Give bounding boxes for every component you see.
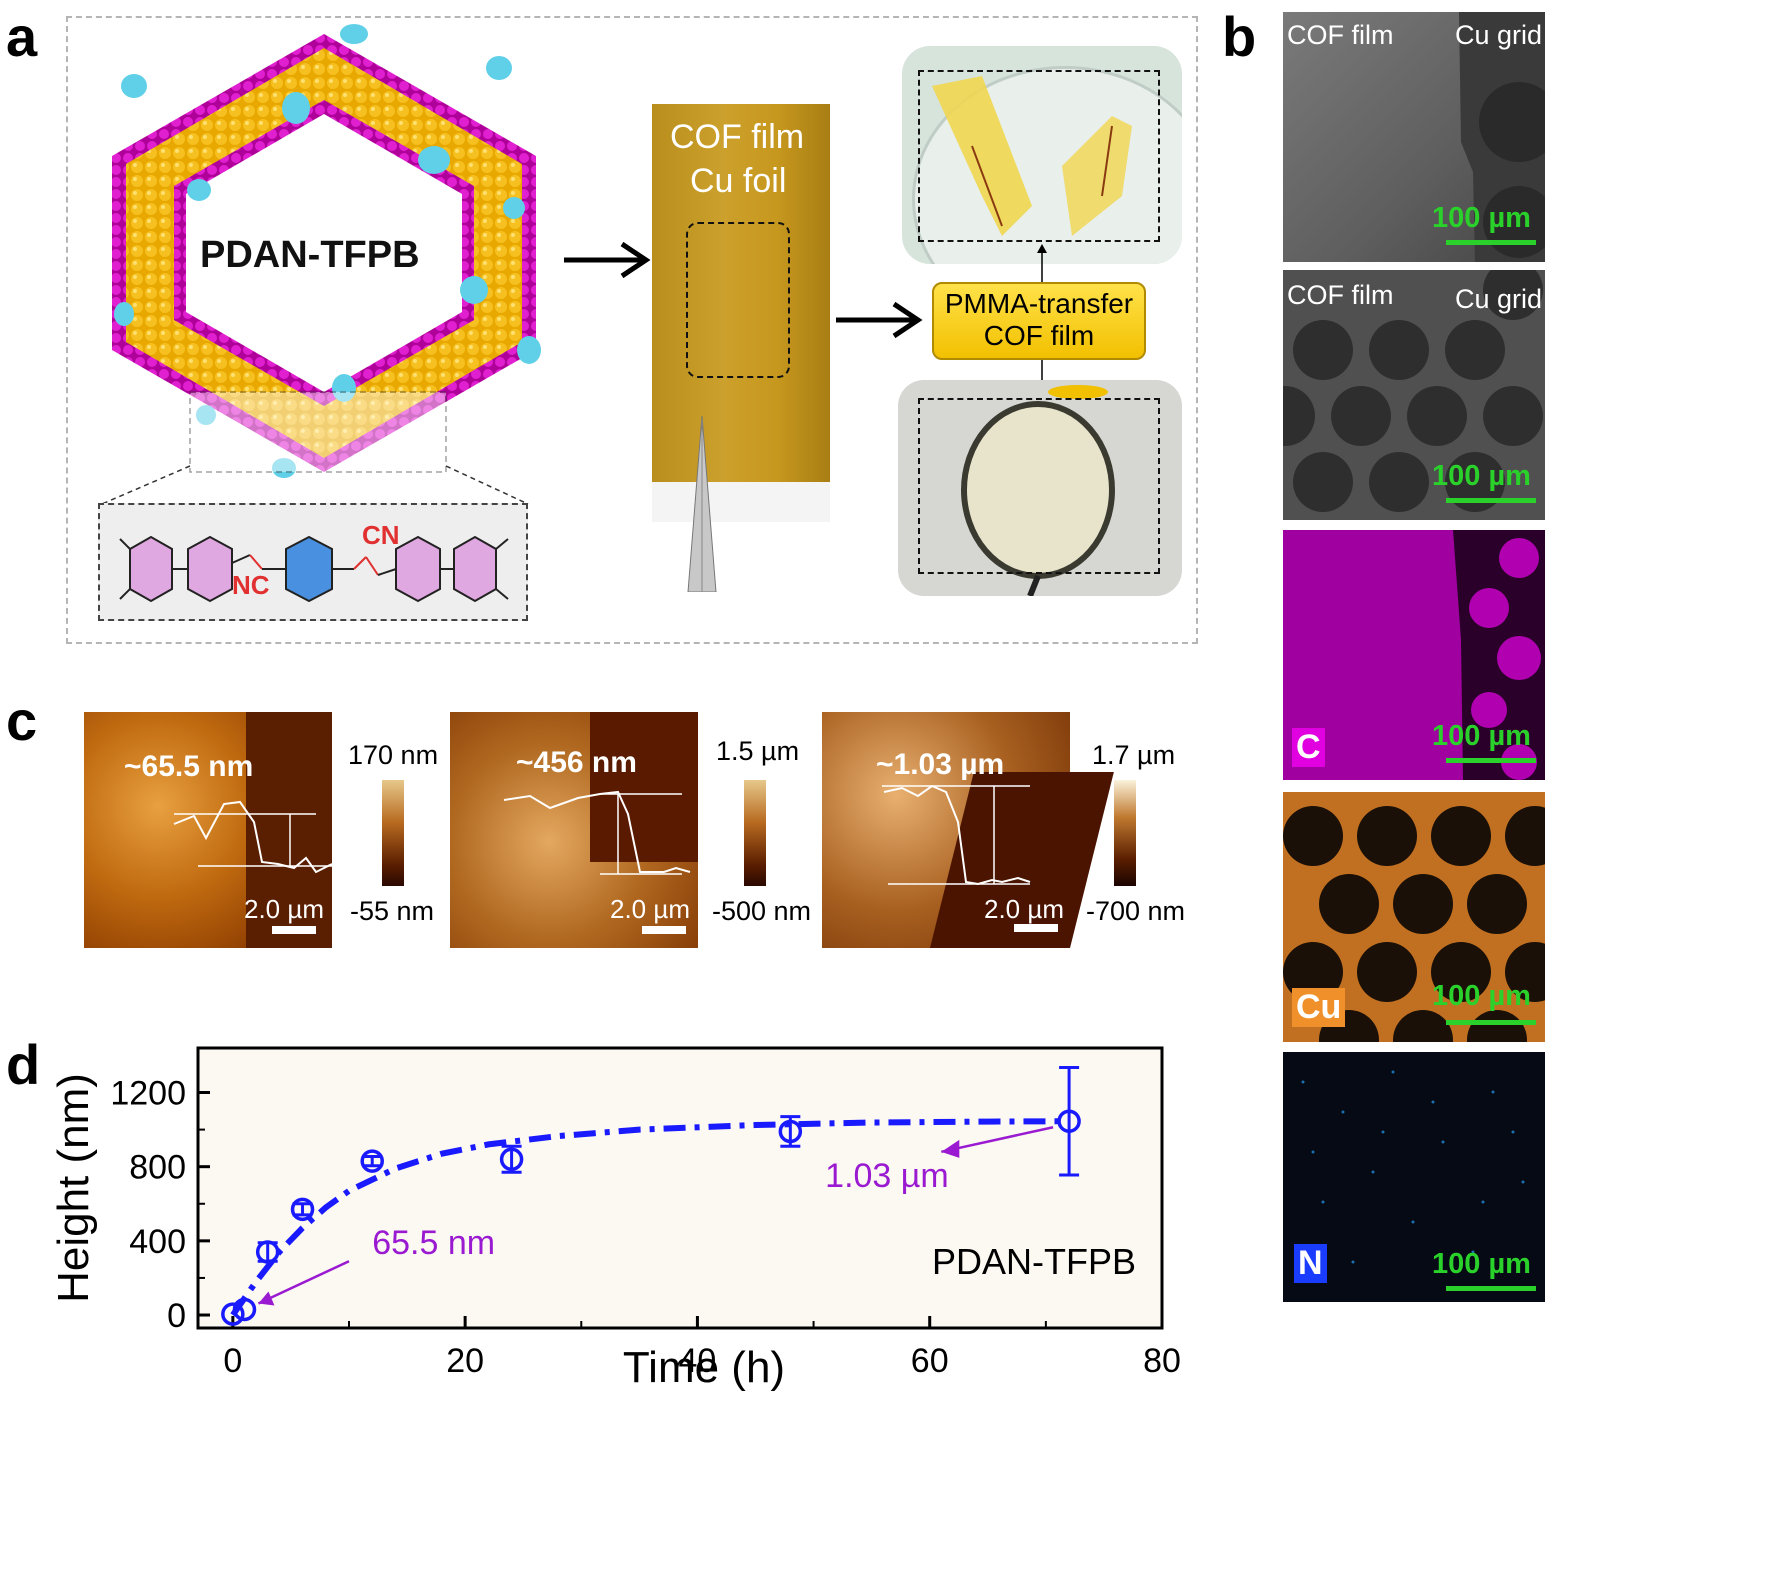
x-tick-label: 20	[446, 1342, 484, 1380]
label-nc: NC	[232, 570, 270, 600]
tile1-right-caption: Cu grid	[1455, 20, 1543, 50]
tile5-scale-bar	[1446, 1286, 1536, 1291]
tile2-left-caption: COF film	[1287, 280, 1394, 310]
zoom-lines	[101, 465, 529, 505]
afm-3-scale-bar	[1014, 924, 1058, 932]
colorbar-2	[744, 780, 766, 886]
annotation-arrowhead	[258, 1291, 275, 1306]
colorbar-3-min: -700 nm	[1086, 896, 1186, 926]
pmma-transfer-box: PMMA-transfer COF film	[932, 282, 1146, 360]
colorbar-1	[382, 780, 404, 886]
annotation-arrow	[257, 1260, 350, 1305]
afm-3-height: ~1.03 µm	[876, 748, 1005, 781]
data-point	[255, 1240, 280, 1264]
colorbar-1-max: 170 nm	[348, 740, 439, 770]
x-tick-label: 60	[911, 1342, 949, 1380]
afm-2-height: ~456 nm	[516, 746, 637, 779]
plot-area	[196, 1046, 1164, 1330]
tile3-scale-label: 100 µm	[1432, 720, 1531, 752]
tweezers-icon	[687, 416, 717, 592]
eds-tile-cu	[1283, 792, 1545, 1042]
panel-label-b: b	[1222, 5, 1257, 68]
molecule-structure	[119, 535, 509, 603]
x-tick-label: 40	[679, 1342, 717, 1380]
sem-tile-1	[1283, 12, 1545, 262]
tile4-scale-label: 100 µm	[1432, 980, 1531, 1012]
afm-image-1	[84, 712, 332, 948]
afm-image-3	[822, 712, 1114, 948]
tile1-scale-label: 100 µm	[1432, 202, 1531, 234]
transfer-line-1: PMMA-transfer	[944, 288, 1134, 319]
panel-a-frame	[66, 16, 1198, 644]
y-tick-label: 400	[129, 1223, 186, 1261]
ring-film-photo	[898, 380, 1182, 596]
foil-selection-box	[686, 222, 790, 378]
annotation-arrowhead	[941, 1139, 960, 1158]
colorbar-1-min: -55 nm	[350, 896, 435, 926]
ring-selection-box	[918, 398, 1160, 574]
fit-curve	[230, 1118, 1070, 1317]
data-point	[499, 1147, 524, 1172]
afm-2-scale-bar	[642, 926, 686, 934]
arrow-right-icon-2	[836, 301, 923, 339]
tile5-scale-label: 100 µm	[1432, 1248, 1531, 1280]
data-point	[778, 1119, 803, 1144]
afm-1-height: ~65.5 nm	[124, 750, 254, 783]
x-tick-label: 0	[223, 1342, 242, 1380]
panel-label-a: a	[6, 5, 38, 68]
y-axis-label: Height (nm)	[49, 1073, 98, 1303]
colorbar-3-max: 1.7 µm	[1092, 740, 1176, 770]
foil-caption-1: COF film	[670, 118, 805, 156]
tile2-scale-bar	[1446, 498, 1536, 503]
afm-1-scale-label: 2.0 µm	[244, 894, 325, 924]
panel-label-c: c	[6, 689, 38, 752]
tile1-scale-bar	[1446, 240, 1536, 245]
eds-tile-n	[1283, 1052, 1545, 1302]
afm-1-scale-bar	[272, 926, 316, 934]
y-tick-label: 0	[167, 1297, 186, 1335]
x-axis-label: Time (h)	[623, 1343, 785, 1391]
height-vs-time-chart: 0 400 800 1200 0 20 40 60 80 65.5 nm 1.03 µm Hei…	[49, 1046, 1181, 1391]
sem-tile-2	[1283, 270, 1545, 520]
data-point	[290, 1197, 315, 1222]
data-point	[360, 1149, 384, 1173]
y-tick-label: 1200	[110, 1075, 186, 1113]
afm-image-2	[450, 712, 698, 948]
legend-text: PDAN-TFPB	[932, 1241, 1136, 1282]
tile4-scale-bar	[1446, 1020, 1536, 1025]
petri-selection-box	[918, 70, 1160, 242]
data-point	[1057, 1109, 1081, 1133]
colorbar-3	[1114, 780, 1136, 886]
tile1-left-caption: COF film	[1287, 20, 1394, 50]
foil-caption-2: Cu foil	[690, 162, 787, 200]
colorbar-2-max: 1.5 µm	[716, 736, 800, 766]
arrow-right-icon	[564, 241, 651, 279]
annotation-arrow	[941, 1126, 1054, 1154]
tile3-scale-bar	[1446, 758, 1536, 763]
element-c-badge: C	[1292, 728, 1325, 767]
cof-hexagon-structure	[112, 24, 541, 478]
cu-foil-photo	[652, 104, 830, 482]
colorbar-2-min: -500 nm	[712, 896, 812, 926]
annotation-label: 65.5 nm	[372, 1224, 495, 1262]
cu-foil-bottom	[652, 482, 830, 522]
x-tick-label: 80	[1143, 1342, 1181, 1380]
tile2-right-caption: Cu grid	[1455, 284, 1543, 314]
element-cu-badge: Cu	[1292, 988, 1346, 1027]
annotation-label: 1.03 µm	[825, 1157, 949, 1195]
afm-2-scale-label: 2.0 µm	[610, 894, 691, 924]
cof-name-label: PDAN-TFPB	[200, 234, 420, 276]
panel-label-d: d	[6, 1033, 41, 1096]
data-point	[232, 1297, 257, 1322]
y-tick-label: 800	[129, 1149, 186, 1187]
tile2-scale-label: 100 µm	[1432, 460, 1531, 492]
label-cn: CN	[362, 520, 400, 550]
data-point	[221, 1302, 245, 1326]
element-n-badge: N	[1294, 1244, 1327, 1283]
transfer-line-2: COF film	[983, 320, 1095, 351]
petri-dish-photo	[902, 46, 1182, 264]
afm-3-scale-label: 2.0 µm	[984, 894, 1065, 924]
eds-tile-c	[1283, 530, 1545, 780]
arrow-up-icon	[1037, 244, 1047, 282]
